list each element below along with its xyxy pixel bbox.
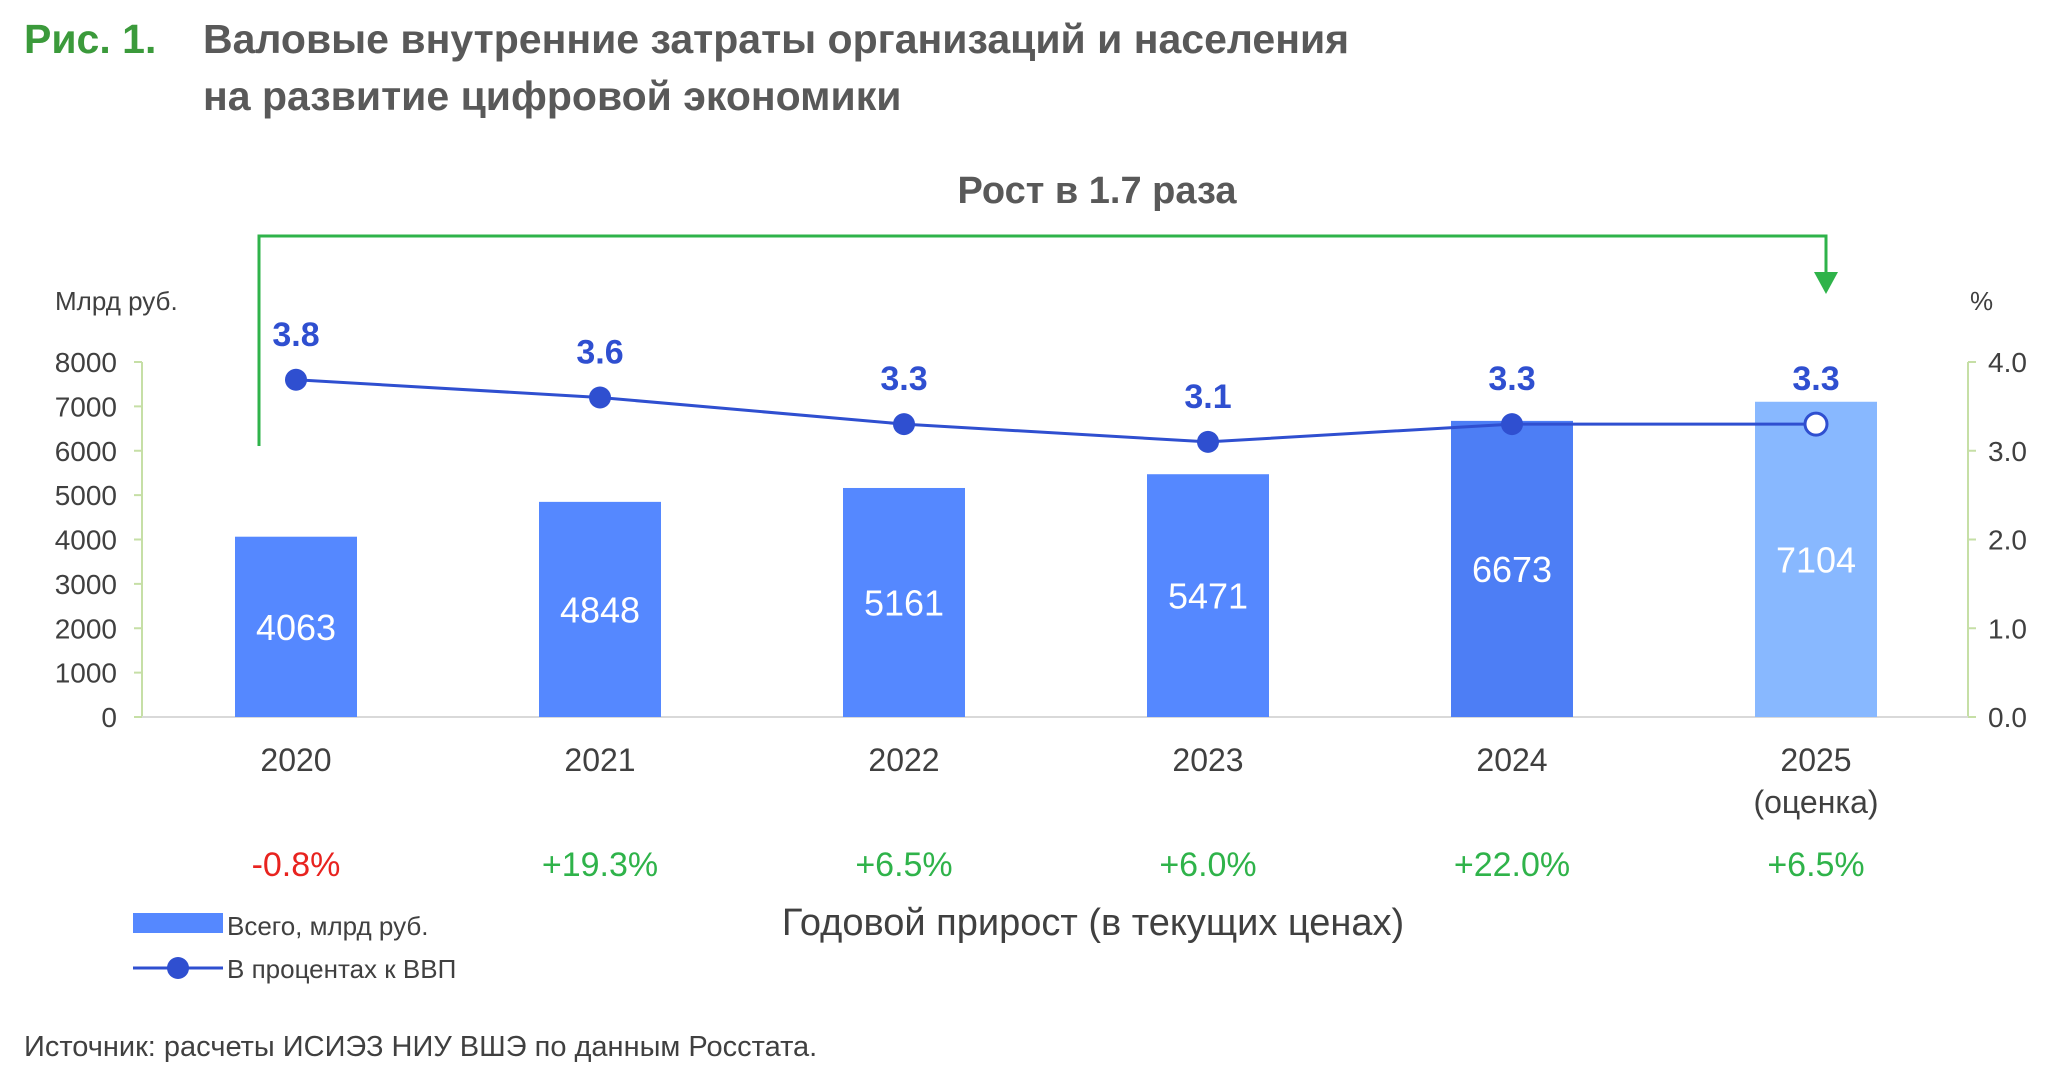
annual-growth-value: +19.3%	[542, 846, 658, 884]
growth-bracket-arrow	[1814, 272, 1838, 294]
left-tick-label: 8000	[55, 347, 117, 378]
left-tick-label: 5000	[55, 480, 117, 511]
left-axis-unit: Млрд руб.	[55, 286, 178, 316]
left-tick-label: 2000	[55, 613, 117, 644]
year-label: 2020	[260, 742, 331, 778]
year-note: (оценка)	[1753, 784, 1878, 820]
annual-growth-value: +6.5%	[1767, 846, 1864, 884]
annual-growth-value: +6.5%	[855, 846, 952, 884]
x-axis-year-labels: 2020 2021 2022 2023 2024 2025 (оценка)	[260, 742, 1878, 820]
annual-growth-value: +6.0%	[1159, 846, 1256, 884]
figure-label: Рис. 1.	[24, 16, 156, 62]
gdp-share-label: 3.3	[880, 360, 927, 398]
right-tick-label: 4.0	[1988, 347, 2027, 378]
right-axis-unit: %	[1970, 286, 1993, 316]
year-label: 2022	[868, 742, 939, 778]
gdp-share-point	[1803, 411, 1829, 437]
gdp-share-label: 3.3	[1488, 360, 1535, 398]
gdp-share-point	[285, 368, 307, 391]
bar-series	[235, 401, 1877, 717]
figure-title-line1: Валовые внутренние затраты организаций и…	[203, 16, 1349, 62]
right-tick-label: 3.0	[1988, 436, 2027, 467]
growth-annotation: Рост в 1.7 раза	[957, 170, 1237, 212]
bar-value-label: 5161	[864, 582, 944, 623]
annual-growth-row: -0.8% +19.3% +6.5% +6.0% +22.0% +6.5%	[252, 846, 1865, 884]
gdp-share-label: 3.1	[1184, 378, 1231, 416]
annual-growth-caption: Годовой прирост (в текущих ценах)	[782, 902, 1404, 944]
right-tick-label: 2.0	[1988, 525, 2027, 556]
bar	[1755, 401, 1877, 717]
bar-value-label: 5471	[1168, 576, 1248, 617]
gdp-share-point	[1197, 430, 1219, 453]
bar	[1147, 474, 1269, 717]
bar	[235, 536, 357, 717]
left-tick-label: 4000	[55, 525, 117, 556]
bar-value-labels: 4063 4848 5161 5471 6673 7104	[256, 539, 1856, 647]
gdp-share-label: 3.6	[576, 334, 623, 372]
gdp-share-point	[893, 413, 915, 436]
bar-value-label: 4848	[560, 589, 640, 630]
legend-line-label: В процентах к ВВП	[227, 954, 456, 984]
left-axis-ticks: 0 1000 2000 3000 4000 5000 6000 7000 8000	[55, 347, 142, 733]
right-tick-label: 0.0	[1988, 702, 2027, 733]
bar	[1451, 420, 1573, 717]
year-label: 2025	[1780, 742, 1851, 778]
year-label: 2021	[564, 742, 635, 778]
gdp-share-point	[589, 386, 611, 409]
bar	[843, 487, 965, 717]
gdp-share-line-series: 3.8 3.6 3.3 3.1 3.3 3.3	[272, 316, 1840, 453]
gdp-share-point	[1501, 413, 1523, 436]
left-tick-label: 1000	[55, 658, 117, 689]
annual-growth-value: +22.0%	[1454, 846, 1570, 884]
bar	[539, 501, 661, 717]
gdp-share-label: 3.8	[272, 316, 319, 354]
left-tick-label: 7000	[55, 391, 117, 422]
left-tick-label: 6000	[55, 436, 117, 467]
right-tick-label: 1.0	[1988, 613, 2027, 644]
year-label: 2023	[1172, 742, 1243, 778]
legend-line-marker	[167, 957, 189, 979]
year-label: 2024	[1476, 742, 1547, 778]
bar-value-label: 7104	[1776, 539, 1856, 580]
bar-value-label: 6673	[1472, 549, 1552, 590]
bar-value-label: 4063	[256, 607, 336, 648]
gdp-share-line	[295, 378, 1816, 444]
legend-bar-swatch	[133, 913, 223, 933]
source-note: Источник: расчеты ИСИЭЗ НИУ ВШЭ по данны…	[24, 1031, 817, 1063]
right-axis-ticks: 0.0 1.0 2.0 3.0 4.0	[1968, 347, 2027, 733]
legend-bar-label: Всего, млрд руб.	[227, 911, 429, 941]
left-tick-label: 0	[101, 702, 117, 733]
growth-bracket	[257, 234, 1828, 446]
figure-title-line2: на развитие цифровой экономики	[203, 73, 901, 119]
left-tick-label: 3000	[55, 569, 117, 600]
annual-growth-value: -0.8%	[252, 846, 341, 884]
gdp-share-label: 3.3	[1792, 360, 1839, 398]
